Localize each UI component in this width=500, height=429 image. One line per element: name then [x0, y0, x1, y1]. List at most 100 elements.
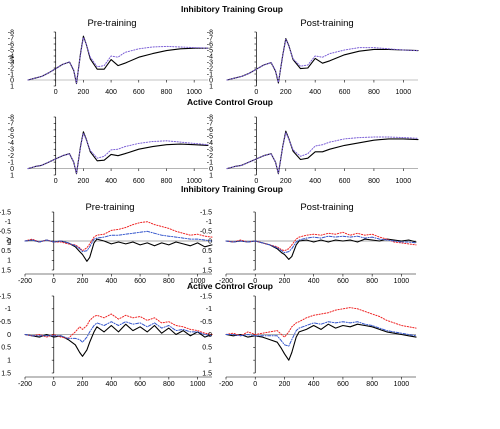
series-line-black	[27, 131, 209, 175]
y-tick-label: -8	[207, 29, 213, 36]
x-tick-label: 600	[339, 89, 351, 96]
y-tick-label: -8	[8, 114, 14, 121]
y-tick-label: -5	[207, 47, 213, 54]
y-tick-label: -7	[207, 121, 213, 128]
x-tick-label: 800	[366, 381, 378, 388]
series-line-black	[24, 323, 213, 357]
panel-title-post-top: Post-training	[300, 18, 353, 29]
series-line-purple	[226, 38, 419, 83]
y-tick-label: -8	[207, 114, 213, 121]
y-tick-label: 0.5	[202, 345, 212, 352]
x-tick-label: -200	[219, 381, 233, 388]
y-tick-label: -0.5	[200, 229, 212, 236]
y-tick-label: -2	[8, 65, 14, 72]
x-tick-label: 200	[279, 381, 291, 388]
x-tick-label: 600	[337, 381, 349, 388]
chart-diff-inhib-pre: -1.5 -1 -0.5 0 0.5 1 1.5 -200 0 200 400 600 800 1000 u…	[0, 209, 213, 285]
x-tick-label: 800	[161, 89, 173, 96]
chart-diff-active-post: -1.5 -1 -0.5 0 0.5 1 1.5 -200 0 200 400 600 800 1000	[200, 293, 417, 388]
y-tick-label: 0	[10, 166, 14, 173]
x-tick-label: 1000	[394, 381, 410, 388]
y-tick-label: -2	[8, 153, 14, 160]
y-tick-label: -0.5	[0, 319, 11, 326]
x-tick-label: 0	[52, 278, 56, 285]
x-tick-label: 200	[280, 178, 292, 185]
y-tick-label: -5	[8, 134, 14, 141]
series-line-black	[27, 35, 209, 85]
y-tick-label: -0.5	[0, 229, 11, 236]
y-tick-label: -3	[8, 147, 14, 154]
x-tick-label: 800	[161, 178, 173, 185]
x-tick-label: 600	[339, 178, 351, 185]
y-tick-label: -4	[8, 53, 14, 60]
y-tick-label: -3	[207, 59, 213, 66]
y-tick-label: -6	[207, 127, 213, 134]
x-tick-label: 400	[105, 178, 117, 185]
y-tick-label: 0	[7, 238, 11, 245]
x-tick-label: 0	[254, 89, 258, 96]
x-tick-label: 800	[368, 89, 380, 96]
y-tick-label: -4	[8, 140, 14, 147]
y-tick-label: 1.5	[202, 370, 212, 377]
x-tick-label: 600	[134, 381, 146, 388]
series-line-purple	[27, 132, 209, 174]
y-tick-label: 0	[208, 238, 212, 245]
x-tick-label: 200	[77, 278, 89, 285]
x-tick-label: 1000	[394, 278, 410, 285]
x-tick-label: 400	[105, 278, 117, 285]
y-tick-label: 0	[208, 332, 212, 339]
y-tick-label: -0.5	[200, 319, 212, 326]
y-tick-label: 0	[7, 332, 11, 339]
y-tick-label: -6	[8, 127, 14, 134]
y-tick-label: 1	[208, 258, 212, 265]
x-tick-label: 400	[309, 178, 321, 185]
y-tick-label: -4	[207, 140, 213, 147]
y-tick-label: 1	[7, 357, 11, 364]
series-line-black	[24, 238, 213, 262]
x-tick-label: 1000	[396, 89, 412, 96]
y-tick-label: -2	[207, 153, 213, 160]
x-tick-label: 200	[78, 89, 90, 96]
y-tick-label: 1	[10, 83, 14, 90]
x-tick-label: 400	[105, 381, 117, 388]
y-tick-label: -1.5	[0, 209, 11, 216]
x-tick-label: 1000	[186, 89, 202, 96]
y-tick-label: 1	[10, 172, 14, 179]
y-tick-label: -1	[206, 219, 212, 226]
series-line-blue	[225, 321, 417, 347]
x-tick-label: -200	[219, 278, 233, 285]
series-line-purple	[27, 36, 209, 84]
y-tick-label: -1	[8, 71, 14, 78]
x-tick-label: 600	[133, 89, 145, 96]
series-line-red	[24, 221, 213, 252]
x-tick-label: 400	[105, 89, 117, 96]
x-tick-label: 1000	[186, 178, 202, 185]
x-tick-label: 600	[337, 278, 349, 285]
y-tick-label: -7	[8, 121, 14, 128]
y-axis-label: uV	[6, 236, 13, 245]
x-tick-label: -200	[18, 278, 32, 285]
series-line-black	[226, 130, 419, 175]
series-line-black	[226, 38, 419, 84]
x-tick-label: 1000	[190, 278, 206, 285]
y-tick-label: -5	[8, 47, 14, 54]
x-tick-label: 0	[254, 178, 258, 185]
y-tick-label: 1.5	[1, 267, 11, 274]
y-tick-label: -1	[5, 306, 11, 313]
y-tick-label: 1.5	[1, 370, 11, 377]
x-tick-label: 400	[308, 381, 320, 388]
series-line-red	[225, 307, 417, 338]
y-tick-label: 1	[7, 258, 11, 265]
series-line-red	[24, 313, 213, 339]
x-tick-label: 200	[280, 89, 292, 96]
x-tick-label: 400	[308, 278, 320, 285]
group-title-active-top: Active Control Group	[187, 97, 273, 107]
y-tick-label: -1	[206, 306, 212, 313]
series-line-black	[225, 323, 417, 361]
panel-title-pre-top: Pre-training	[87, 18, 136, 29]
y-axis-label: uV	[9, 54, 16, 63]
